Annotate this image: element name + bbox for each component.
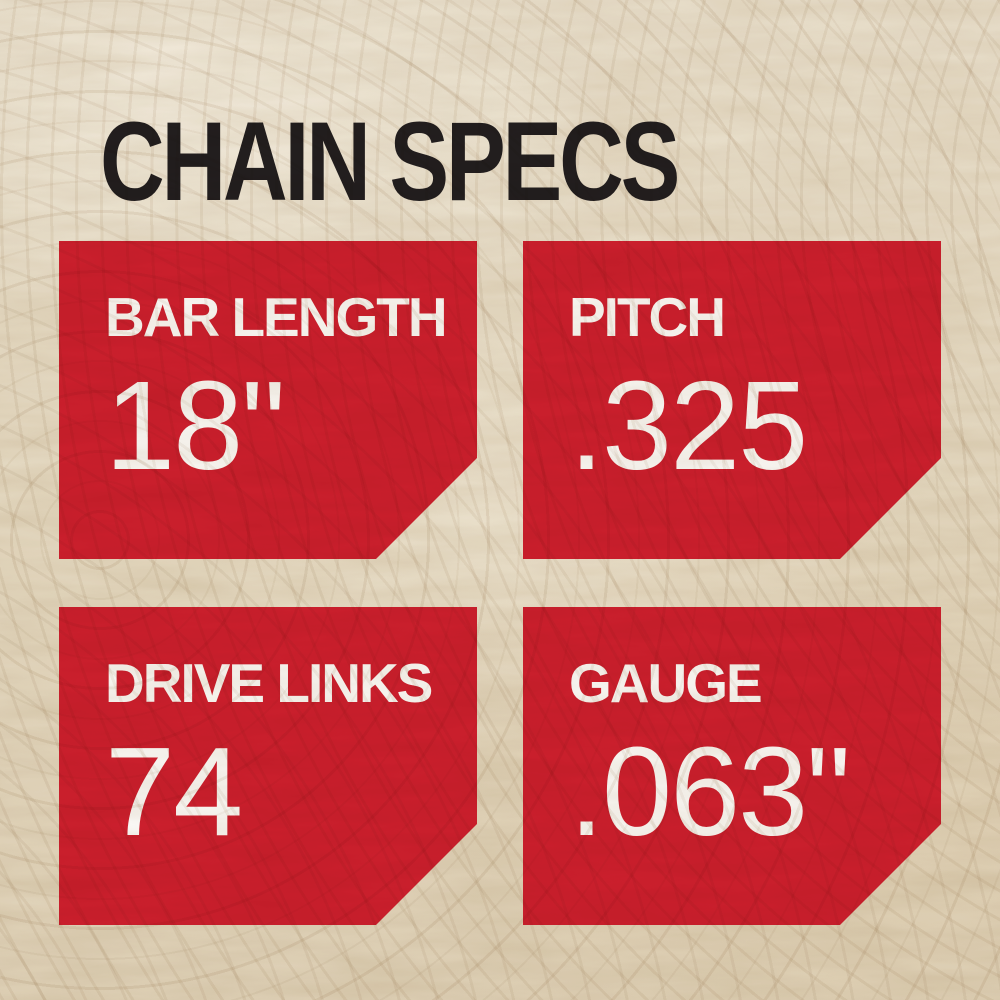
- spec-card-pitch: PITCH .325: [523, 241, 941, 559]
- spec-card-drive-links: DRIVE LINKS 74: [59, 607, 477, 925]
- spec-value-gauge: .063": [569, 721, 849, 862]
- spec-value-drive-links: 74: [105, 721, 242, 862]
- spec-label-gauge: GAUGE: [569, 652, 761, 714]
- spec-label-bar-length: BAR LENGTH: [105, 286, 446, 348]
- spec-value-pitch: .325: [569, 355, 807, 496]
- spec-value-bar-length: 18": [105, 355, 284, 496]
- spec-card-gauge: GAUGE .063": [523, 607, 941, 925]
- spec-card-bar-length: BAR LENGTH 18": [59, 241, 477, 559]
- spec-label-pitch: PITCH: [569, 286, 724, 348]
- spec-label-drive-links: DRIVE LINKS: [105, 652, 432, 714]
- page-title: CHAIN SPECS: [100, 99, 680, 224]
